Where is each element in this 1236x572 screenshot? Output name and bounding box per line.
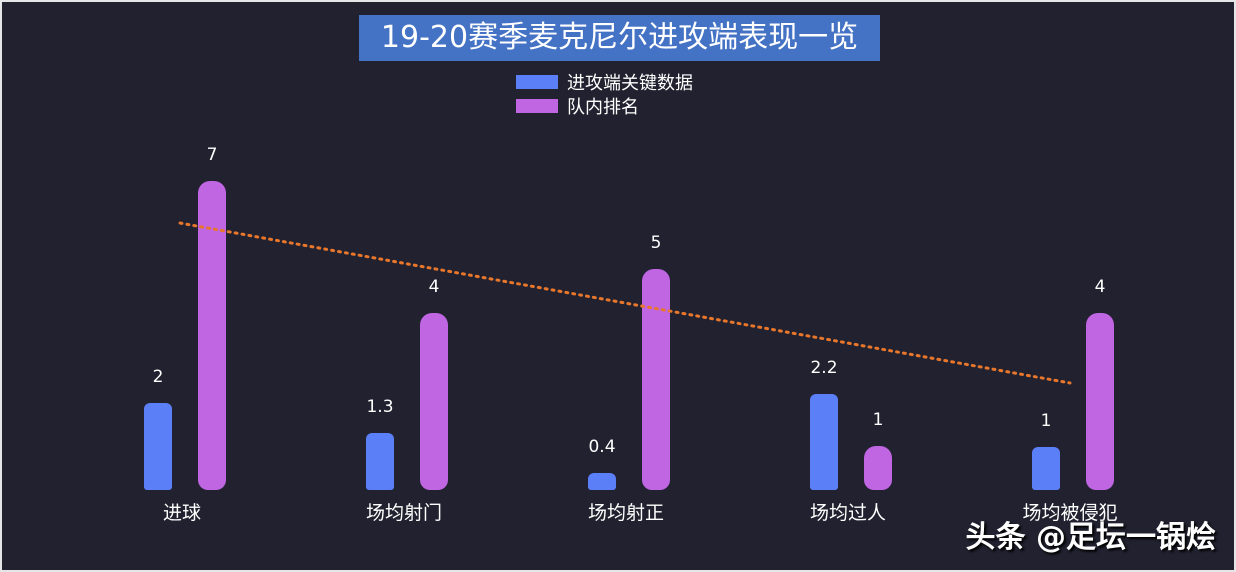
bar-key-stat xyxy=(144,403,172,490)
data-label: 0.4 xyxy=(588,436,616,457)
data-label: 7 xyxy=(206,144,218,165)
bar-key-stat xyxy=(1032,446,1060,490)
bar-team-rank xyxy=(642,269,670,490)
data-label: 1 xyxy=(872,409,884,430)
legend-swatch-blue xyxy=(516,75,558,89)
data-label: 2.2 xyxy=(810,358,838,379)
legend-item-key-stats: 进攻端关键数据 xyxy=(516,70,693,94)
legend-swatch-purple xyxy=(516,99,558,113)
data-label: 1.3 xyxy=(366,397,394,418)
data-label: 1 xyxy=(1040,410,1052,431)
legend: 进攻端关键数据 队内排名 xyxy=(516,70,693,118)
bar-key-stat xyxy=(810,394,838,490)
chart-title: 19-20赛季麦克尼尔进攻端表现一览 xyxy=(359,15,880,61)
bar-key-stat xyxy=(588,472,616,490)
bar-team-rank xyxy=(198,180,226,490)
data-label: 4 xyxy=(428,277,440,298)
bar-team-rank xyxy=(1086,313,1114,490)
data-label: 5 xyxy=(650,233,662,253)
legend-item-team-rank: 队内排名 xyxy=(516,94,693,118)
legend-label: 进攻端关键数据 xyxy=(567,73,693,94)
category-label: 场均射正 xyxy=(587,502,664,524)
data-label: 2 xyxy=(152,367,164,387)
data-label: 4 xyxy=(1094,277,1106,298)
legend-label: 队内排名 xyxy=(567,97,639,118)
category-label: 场均被侵犯 xyxy=(1022,502,1118,524)
bar-key-stat xyxy=(366,433,394,490)
bar-team-rank xyxy=(864,445,892,490)
category-label: 进球 xyxy=(162,502,201,524)
category-label: 场均过人 xyxy=(809,502,886,524)
category-label: 场均射门 xyxy=(365,502,442,524)
bar-team-rank xyxy=(420,313,448,490)
watermark: 头条 @足坛一锅烩 xyxy=(965,520,1216,555)
